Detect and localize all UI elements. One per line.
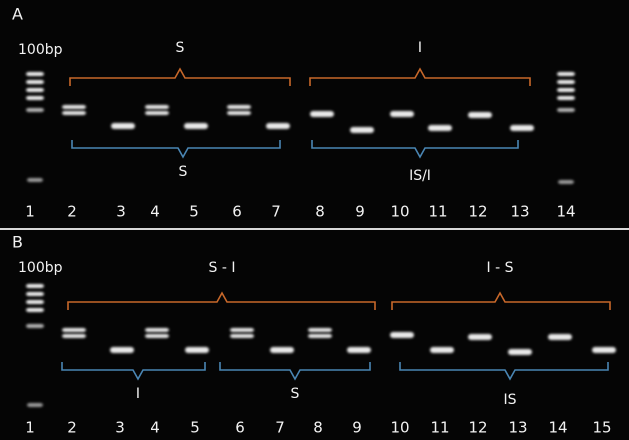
band (227, 111, 251, 115)
band (430, 347, 454, 353)
band (26, 300, 44, 304)
band (26, 284, 44, 288)
lane-number: 7 (275, 419, 285, 437)
marker-label: 100bp (18, 260, 63, 276)
band (557, 88, 575, 92)
lane-number: 1 (25, 203, 35, 221)
band (62, 111, 86, 115)
lane-number: 10 (390, 419, 409, 437)
band (310, 111, 334, 117)
band (508, 349, 532, 355)
lane-number: 6 (232, 203, 242, 221)
band (62, 334, 86, 338)
band (230, 334, 254, 338)
lane-number: 4 (150, 419, 160, 437)
lane-number: 3 (116, 203, 126, 221)
bracket-label: IS/I (409, 168, 431, 184)
band (26, 308, 44, 312)
lane-number: 15 (592, 419, 611, 437)
band (390, 111, 414, 117)
band (26, 108, 44, 112)
band (548, 334, 572, 340)
band (266, 123, 290, 129)
lane-number: 14 (548, 419, 567, 437)
gel-figure: A100bpSISIS/I1234567891011121314B100bpS … (0, 0, 629, 440)
lane-number: 8 (315, 203, 325, 221)
band (110, 347, 134, 353)
band (347, 347, 371, 353)
band (350, 127, 374, 133)
lane-number: 9 (352, 419, 362, 437)
band (227, 105, 251, 109)
band (27, 178, 43, 182)
band (27, 403, 43, 407)
band (145, 328, 169, 332)
lane-number: 13 (510, 203, 529, 221)
band (145, 334, 169, 338)
band (26, 324, 44, 328)
band (230, 328, 254, 332)
marker-label: 100bp (18, 42, 63, 58)
band (557, 80, 575, 84)
band (592, 347, 616, 353)
lane-number: 12 (468, 203, 487, 221)
bracket-label: I (136, 386, 140, 402)
band (308, 334, 332, 338)
band (62, 105, 86, 109)
band (558, 180, 574, 184)
band (557, 72, 575, 76)
lane-number: 1 (25, 419, 35, 437)
lane-number: 13 (508, 419, 527, 437)
lane-number: 11 (428, 203, 447, 221)
lane-number: 14 (556, 203, 575, 221)
bracket-label: S (176, 40, 185, 56)
lane-number: 6 (235, 419, 245, 437)
lane-number: 3 (115, 419, 125, 437)
lane-number: 7 (271, 203, 281, 221)
band (510, 125, 534, 131)
bracket-label: I - S (487, 260, 514, 276)
band (62, 328, 86, 332)
band (428, 125, 452, 131)
band (270, 347, 294, 353)
bracket-label: S (179, 164, 188, 180)
panel-label: B (12, 233, 23, 252)
bracket-label: S (291, 386, 300, 402)
lane-number: 12 (468, 419, 487, 437)
band (26, 80, 44, 84)
panel-label: A (12, 5, 23, 24)
bracket-label: I (418, 40, 422, 56)
band (308, 328, 332, 332)
band (145, 111, 169, 115)
lane-number: 10 (390, 203, 409, 221)
lane-number: 11 (430, 419, 449, 437)
lane-number: 5 (189, 203, 199, 221)
lane-number: 5 (190, 419, 200, 437)
lane-number: 8 (313, 419, 323, 437)
band (557, 96, 575, 100)
bracket-label: S - I (209, 260, 236, 276)
band (184, 123, 208, 129)
band (468, 334, 492, 340)
band (557, 108, 575, 112)
band (390, 332, 414, 338)
band (111, 123, 135, 129)
lane-number: 2 (67, 419, 77, 437)
band (26, 72, 44, 76)
bracket-label: IS (503, 392, 516, 408)
band (185, 347, 209, 353)
band (468, 112, 492, 118)
band (26, 292, 44, 296)
lane-number: 2 (67, 203, 77, 221)
band (26, 88, 44, 92)
band (145, 105, 169, 109)
lane-number: 9 (355, 203, 365, 221)
band (26, 96, 44, 100)
lane-number: 4 (150, 203, 160, 221)
